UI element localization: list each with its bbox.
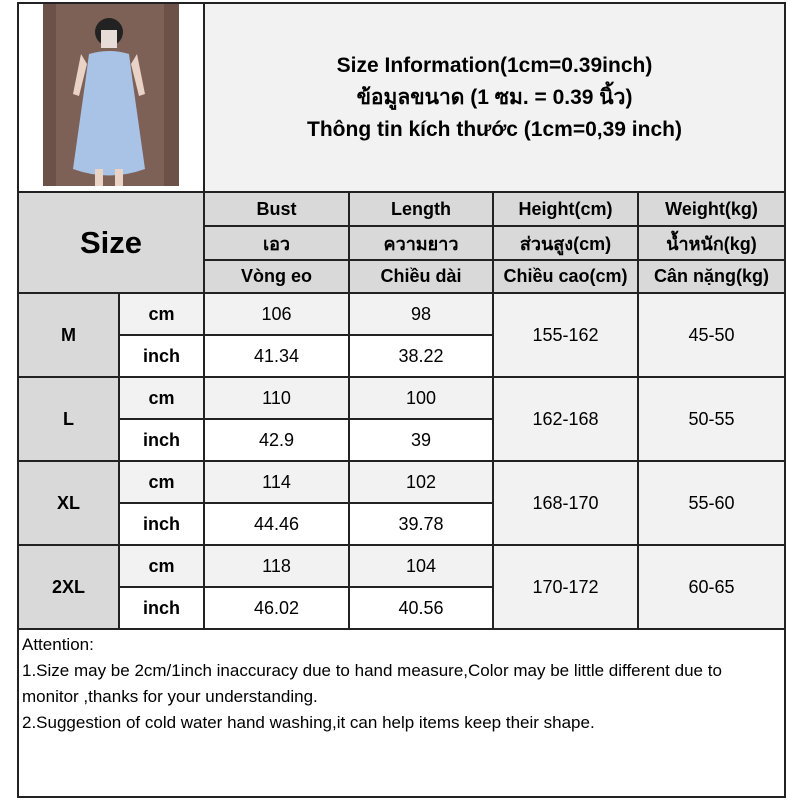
size-row-inch: inch 42.9 39 (18, 418, 785, 462)
header-height: Height(cm) (492, 191, 639, 227)
length-cm: 100 (348, 376, 494, 420)
length-inch: 38.22 (348, 334, 494, 378)
length-cm: 104 (348, 544, 494, 588)
size-row-cm: L cm 110 100 162-168 50-55 (17, 376, 786, 462)
unit-inch: inch (118, 586, 205, 630)
unit-inch: inch (118, 334, 205, 378)
header-bust-vietnamese: Vòng eo (203, 259, 350, 294)
height-range: 168-170 (492, 460, 639, 546)
height-range: 170-172 (492, 544, 639, 630)
size-label: XL (17, 460, 120, 546)
size-row-cm: M cm 106 98 155-162 45-50 (17, 292, 786, 378)
height-range: 162-168 (492, 376, 639, 462)
attention-heading: Attention: (22, 635, 94, 654)
bust-cm: 114 (203, 460, 350, 504)
header-height-thai: ส่วนสูง(cm) (492, 225, 639, 261)
bust-cm: 118 (203, 544, 350, 588)
product-photo (17, 2, 205, 193)
header-length: Length (348, 191, 494, 227)
size-row-inch: inch 46.02 40.56 (18, 586, 785, 630)
bust-inch: 42.9 (203, 418, 350, 462)
unit-cm: cm (118, 544, 205, 588)
length-cm: 102 (348, 460, 494, 504)
title-thai: ข้อมูลขนาด (1 ซม. = 0.39 นิ้ว) (356, 85, 633, 109)
weight-range: 60-65 (637, 544, 786, 630)
unit-cm: cm (118, 460, 205, 504)
bust-inch: 46.02 (203, 586, 350, 630)
size-row-cm: 2XL cm 118 104 170-172 60-65 (17, 544, 786, 630)
unit-cm: cm (118, 376, 205, 420)
header-height-vietnamese: Chiều cao(cm) (492, 259, 639, 294)
bust-cm: 106 (203, 292, 350, 336)
length-inch: 40.56 (348, 586, 494, 630)
attention-note-1: 1.Size may be 2cm/1inch inaccuracy due t… (22, 661, 722, 706)
size-label: L (17, 376, 120, 462)
bust-inch: 41.34 (203, 334, 350, 378)
header-weight: Weight(kg) (637, 191, 786, 227)
unit-cm: cm (118, 292, 205, 336)
size-header: Size (17, 191, 205, 294)
header-length-thai: ความยาว (348, 225, 494, 261)
height-range: 155-162 (492, 292, 639, 378)
weight-range: 50-55 (637, 376, 786, 462)
attention-notes: Attention: 1.Size may be 2cm/1inch inacc… (17, 628, 786, 798)
unit-inch: inch (118, 502, 205, 546)
size-information-title: Size Information(1cm=0.39inch) ข้อมูลขนา… (203, 2, 786, 193)
title-vietnamese: Thông tin kích thước (1cm=0,39 inch) (307, 117, 682, 141)
title-english: Size Information(1cm=0.39inch) (336, 53, 653, 77)
size-row-inch: inch 44.46 39.78 (18, 502, 785, 546)
size-chart-table: Size Information(1cm=0.39inch) ข้อมูลขนา… (17, 2, 786, 798)
bust-inch: 44.46 (203, 502, 350, 546)
length-inch: 39 (348, 418, 494, 462)
length-inch: 39.78 (348, 502, 494, 546)
size-label: 2XL (17, 544, 120, 630)
weight-range: 45-50 (637, 292, 786, 378)
header-length-vietnamese: Chiều dài (348, 259, 494, 294)
bust-cm: 110 (203, 376, 350, 420)
length-cm: 98 (348, 292, 494, 336)
size-row-inch: inch 41.34 38.22 (18, 334, 785, 378)
size-row-cm: XL cm 114 102 168-170 55-60 (17, 460, 786, 546)
weight-range: 55-60 (637, 460, 786, 546)
product-image (43, 5, 179, 186)
header-weight-thai: น้ำหนัก(kg) (637, 225, 786, 261)
unit-inch: inch (118, 418, 205, 462)
size-label: M (17, 292, 120, 378)
attention-note-2: 2.Suggestion of cold water hand washing,… (22, 713, 595, 732)
header-bust-thai: เอว (203, 225, 350, 261)
header-bust: Bust (203, 191, 350, 227)
header-weight-vietnamese: Cân nặng(kg) (637, 259, 786, 294)
